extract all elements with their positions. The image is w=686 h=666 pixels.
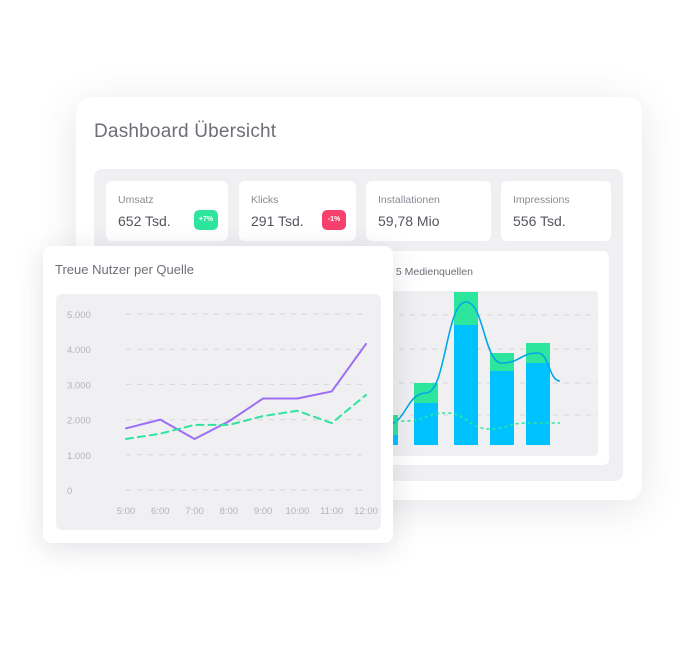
bar-segment [490, 371, 514, 445]
kpi-label: Umsatz [118, 194, 154, 206]
kpi-value: 59,78 Mio [378, 213, 440, 229]
loyal-users-card: Treue Nutzer per Quelle 5.000 4.000 3.000 2… [43, 246, 393, 543]
series-line-dashed [125, 393, 367, 440]
kpi-card-installationen[interactable]: Installationen 59,78 Mio [366, 181, 491, 241]
trend-line-solid [365, 301, 561, 438]
kpi-value: 291 Tsd. [251, 213, 304, 229]
x-tick-label: 12:00 [354, 506, 378, 517]
bar-segment [454, 325, 478, 445]
trend-down-badge: -1% [322, 210, 346, 230]
kpi-label: Impressions [513, 194, 570, 206]
kpi-card-impressions[interactable]: Impressions 556 Tsd. [501, 181, 611, 241]
loyal-users-line-chart: 5.000 4.000 3.000 2.000 1.000 0 5:00 6:00 7:00 8:… [67, 310, 378, 517]
y-tick-label: 0 [67, 486, 72, 497]
loyal-users-plot: 5.000 4.000 3.000 2.000 1.000 0 5:00 6:00 7:00 8:… [56, 294, 381, 530]
kpi-value: 556 Tsd. [513, 213, 566, 229]
x-tick-label: 8:00 [220, 506, 239, 517]
bar-segment [490, 353, 514, 371]
x-tick-label: 7:00 [185, 506, 204, 517]
kpi-label: Klicks [251, 194, 279, 206]
media-chart-plot [365, 291, 598, 456]
kpi-card-klicks[interactable]: Klicks 291 Tsd. -1% [239, 181, 356, 241]
y-tick-label: 5.000 [67, 310, 91, 321]
x-tick-label: 6:00 [151, 506, 170, 517]
x-tick-label: 10:00 [286, 506, 310, 517]
y-tick-label: 4.000 [67, 345, 91, 356]
kpi-label: Installationen [378, 194, 440, 206]
x-tick-label: 11:00 [320, 506, 343, 517]
loyal-users-title: Treue Nutzer per Quelle [55, 262, 194, 277]
x-tick-label: 5:00 [117, 506, 136, 517]
kpi-card-umsatz[interactable]: Umsatz 652 Tsd. +7% [106, 181, 228, 241]
y-tick-label: 2.000 [67, 416, 91, 427]
bar-segment [414, 403, 438, 445]
bar-segment [526, 363, 550, 445]
dashboard-title: Dashboard Übersicht [94, 121, 277, 142]
trend-line-dashed [365, 412, 560, 430]
y-tick-label: 1.000 [67, 451, 91, 462]
series-line-solid [125, 342, 367, 440]
trend-up-badge: +7% [194, 210, 218, 230]
x-tick-label: 9:00 [254, 506, 273, 517]
y-tick-label: 3.000 [67, 380, 91, 391]
kpi-value: 652 Tsd. [118, 213, 171, 229]
media-chart-title: Top 5 Medienquellen [376, 266, 473, 278]
media-bar-chart [365, 292, 598, 445]
